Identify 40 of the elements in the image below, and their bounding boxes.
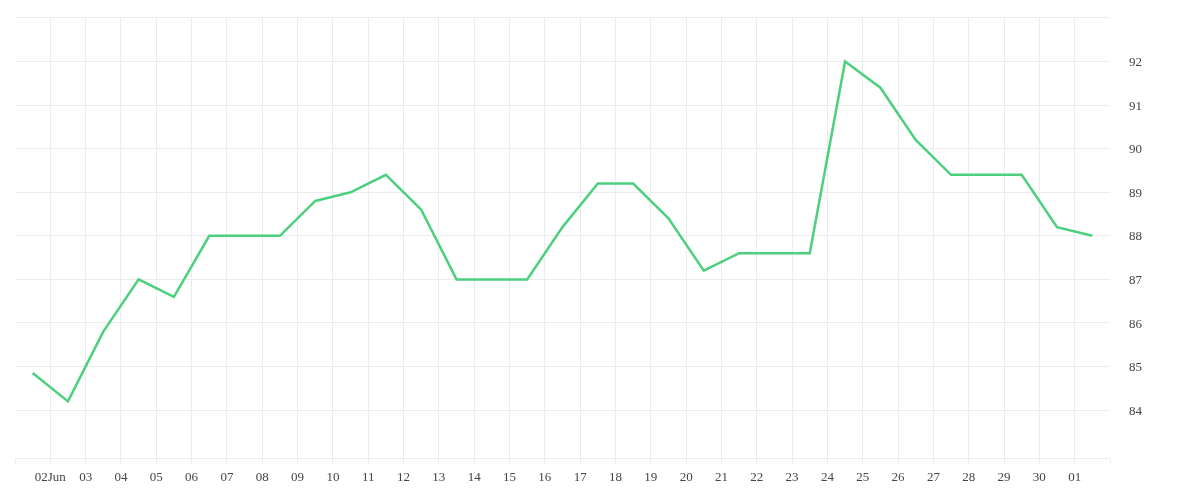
- x-tick-label: 13: [432, 468, 446, 484]
- x-tick-label: 23: [785, 468, 799, 484]
- x-tick-label: 19: [644, 468, 658, 484]
- x-tick-label: 18: [608, 468, 622, 484]
- y-tick-label: 87: [1129, 271, 1143, 287]
- y-tick-label: 90: [1129, 141, 1142, 157]
- y-tick-label: 92: [1129, 54, 1142, 70]
- x-tick-label: 24: [820, 468, 835, 484]
- x-tick-label: 09: [291, 468, 305, 484]
- x-tick-label: 02Jun: [34, 468, 67, 484]
- x-tick-label: 21: [714, 468, 728, 484]
- y-tick-label: 84: [1129, 402, 1143, 418]
- y-tick-label: 91: [1129, 97, 1142, 113]
- x-tick-label: 30: [1032, 468, 1046, 484]
- x-tick-label: 06: [185, 468, 199, 484]
- x-tick-label: 01: [1068, 468, 1082, 484]
- x-tick-label: 28: [962, 468, 976, 484]
- x-tick-label: 15: [503, 468, 517, 484]
- x-tick-label: 07: [220, 468, 234, 484]
- x-tick-label: 20: [679, 468, 693, 484]
- x-tick-label: 26: [891, 468, 906, 484]
- x-tick-label: 12: [397, 468, 411, 484]
- x-tick-label: 04: [114, 468, 128, 484]
- x-tick-label: 11: [361, 468, 375, 484]
- x-tick-label: 17: [573, 468, 588, 484]
- x-tick-label: 22: [750, 468, 764, 484]
- x-tick-label: 16: [538, 468, 552, 484]
- line-series: [31, 60, 1094, 403]
- x-tick-label: 29: [997, 468, 1011, 484]
- y-tick-label: 88: [1129, 228, 1142, 244]
- x-tick-label: 14: [467, 468, 482, 484]
- y-tick-label: 89: [1129, 184, 1142, 200]
- x-tick-label: 08: [255, 468, 269, 484]
- x-tick-label: 10: [326, 468, 340, 484]
- x-tick-label: 05: [149, 468, 163, 484]
- y-tick-label: 86: [1129, 315, 1143, 331]
- x-tick-label: 27: [926, 468, 941, 484]
- x-tick-label: 25: [856, 468, 870, 484]
- y-tick-label: 85: [1129, 359, 1142, 375]
- x-tick-label: 03: [79, 468, 93, 484]
